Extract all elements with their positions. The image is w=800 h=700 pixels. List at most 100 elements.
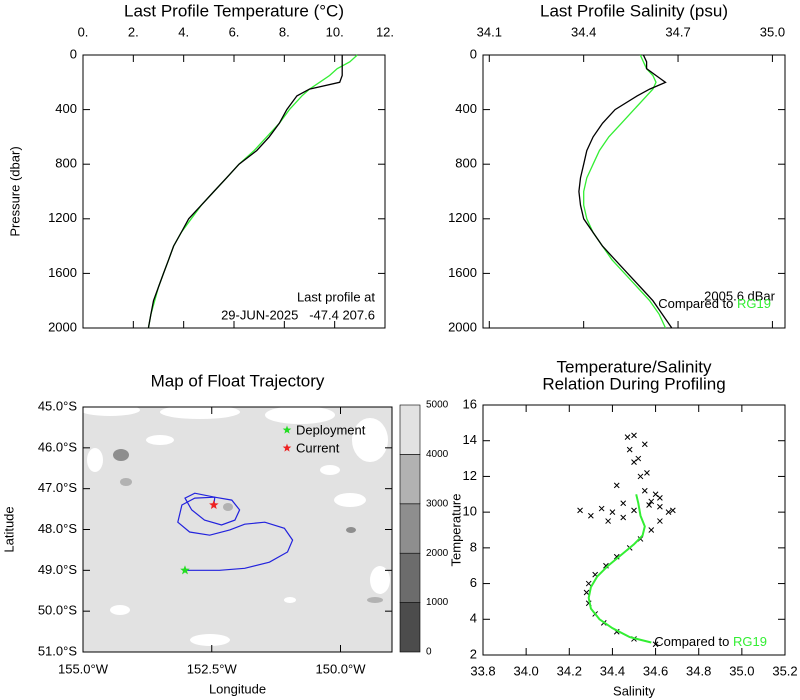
y-tick-label: 2000 bbox=[448, 319, 477, 334]
plot-frame bbox=[82, 406, 393, 653]
marker-star bbox=[180, 565, 190, 575]
data-line bbox=[147, 54, 358, 329]
x-marker bbox=[631, 432, 637, 439]
x-tick-label: 34.8 bbox=[686, 663, 711, 678]
colorbar-swatch bbox=[399, 552, 421, 603]
x-marker bbox=[613, 482, 620, 489]
x-tick-label: 34.2 bbox=[557, 663, 582, 678]
x-marker bbox=[577, 507, 583, 514]
x-tick-label: 12. bbox=[376, 24, 394, 39]
y-tick-label: 4 bbox=[470, 611, 477, 626]
annotation: 2005.6 dBar bbox=[704, 288, 776, 303]
seamount bbox=[346, 527, 356, 533]
colorbar-label: 5000 bbox=[426, 400, 449, 411]
deep-patch bbox=[87, 448, 103, 472]
deep-patch bbox=[110, 605, 130, 615]
y-tick-label: 49.0°S bbox=[38, 562, 78, 577]
x-tick-label: 8. bbox=[279, 24, 290, 39]
deep-patch bbox=[83, 407, 140, 416]
x-tick-label: 0. bbox=[78, 24, 89, 39]
x-marker bbox=[652, 491, 659, 498]
x-marker bbox=[641, 487, 648, 494]
x-marker bbox=[626, 446, 633, 453]
colorbar-label: 1000 bbox=[426, 597, 449, 608]
x-marker bbox=[637, 473, 644, 480]
chart-title: Relation During Profiling bbox=[542, 374, 725, 393]
y-tick-label: 10 bbox=[463, 504, 477, 519]
y-tick-label: 1200 bbox=[48, 210, 77, 225]
annotation: Compared to RG19 bbox=[658, 296, 771, 311]
deep-patch bbox=[160, 407, 240, 419]
y-tick-label: 12 bbox=[463, 468, 477, 483]
y-axis-label: Latitude bbox=[1, 506, 16, 552]
y-tick-label: 46.0°S bbox=[38, 439, 78, 454]
colorbar-label: 2000 bbox=[426, 548, 449, 559]
annotation: Compared to RG19 bbox=[654, 634, 767, 649]
x-marker bbox=[620, 500, 627, 507]
x-tick-label: 34.4 bbox=[600, 663, 625, 678]
x-marker bbox=[624, 434, 631, 440]
colorbar-label: 3000 bbox=[426, 498, 449, 509]
x-tick-label: 35.0 bbox=[729, 663, 754, 678]
x-marker bbox=[631, 507, 637, 514]
x-tick-label: 2. bbox=[128, 24, 139, 39]
data-line bbox=[578, 54, 673, 329]
deep-patch bbox=[284, 597, 296, 603]
y-tick-label: 800 bbox=[455, 156, 477, 171]
reference-label: RG19 bbox=[733, 634, 767, 649]
x-tick-label: 4. bbox=[178, 24, 189, 39]
annotation: Last profile at bbox=[297, 289, 375, 304]
y-tick-label: 0 bbox=[470, 46, 477, 61]
compare-label: Compared to bbox=[654, 634, 729, 649]
x-marker bbox=[605, 518, 611, 524]
x-marker bbox=[648, 527, 655, 533]
y-tick-label: 2 bbox=[470, 646, 477, 661]
x-marker bbox=[635, 455, 642, 462]
colorbar-swatch bbox=[399, 503, 421, 554]
legend-label: Current bbox=[296, 440, 340, 455]
y-tick-label: 2000 bbox=[48, 319, 77, 334]
x-tick-label: 34.7 bbox=[665, 24, 690, 39]
x-marker bbox=[641, 441, 648, 448]
y-tick-label: 1200 bbox=[448, 210, 477, 225]
plot-frame bbox=[482, 54, 786, 329]
data-line bbox=[583, 54, 667, 329]
x-marker bbox=[669, 507, 676, 514]
y-tick-label: 16 bbox=[463, 396, 477, 411]
y-tick-label: 0 bbox=[70, 46, 77, 61]
y-tick-label: 6 bbox=[470, 575, 477, 590]
x-marker bbox=[652, 641, 659, 648]
y-tick-label: 48.0°S bbox=[38, 521, 78, 536]
marker-star bbox=[209, 500, 219, 509]
x-marker bbox=[648, 498, 655, 505]
y-tick-label: 50.0°S bbox=[38, 603, 78, 618]
chart-title: Map of Float Trajectory bbox=[151, 371, 325, 390]
data-line bbox=[177, 492, 294, 571]
y-tick-label: 1600 bbox=[448, 265, 477, 280]
x-marker bbox=[585, 580, 592, 587]
deep-patches bbox=[83, 407, 390, 646]
x-tick-label: 155.0°W bbox=[58, 661, 109, 676]
x-tick-label: 33.8 bbox=[470, 663, 495, 678]
x-marker bbox=[620, 514, 627, 521]
y-tick-label: 47.0°S bbox=[38, 480, 78, 495]
reference-label: RG19 bbox=[737, 296, 771, 311]
x-tick-label: 35.0 bbox=[760, 24, 785, 39]
chart-title: Last Profile Temperature (°C) bbox=[124, 1, 344, 20]
compare-label: Compared to bbox=[658, 296, 733, 311]
x-marker bbox=[657, 503, 663, 510]
y-tick-label: 400 bbox=[455, 101, 477, 116]
legend-star bbox=[282, 443, 292, 452]
deep-patch bbox=[190, 634, 230, 646]
y-axis-label: Temperature bbox=[448, 494, 463, 567]
seamount bbox=[120, 478, 132, 486]
y-tick-label: 1600 bbox=[48, 265, 77, 280]
seamount bbox=[367, 597, 383, 603]
x-tick-label: 152.5°W bbox=[187, 661, 238, 676]
chart-title: Last Profile Salinity (psu) bbox=[540, 1, 728, 20]
deep-patch bbox=[146, 435, 174, 445]
x-tick-label: 34.1 bbox=[477, 24, 502, 39]
annotation: 29-JUN-2025 -47.4 207.6 bbox=[221, 307, 375, 322]
x-marker bbox=[588, 512, 594, 519]
legend-star bbox=[282, 425, 292, 434]
